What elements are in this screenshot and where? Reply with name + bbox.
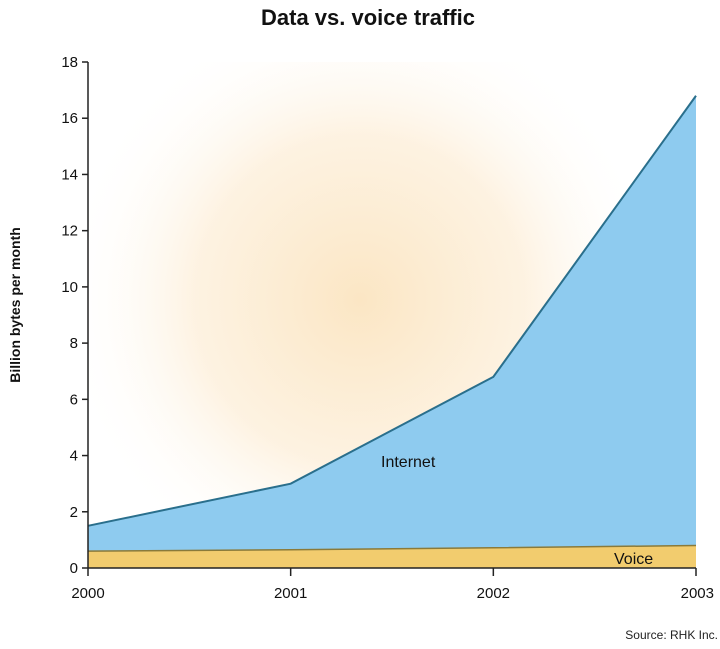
- line-internet: [87, 95, 697, 527]
- y-tick-label: 2: [70, 504, 78, 521]
- area-internet: [88, 95, 696, 552]
- y-tick-label: 6: [70, 391, 78, 408]
- x-tick-label: 2002: [477, 585, 510, 602]
- source-note: Source: RHK Inc.: [625, 628, 718, 642]
- y-tick-label: 4: [70, 448, 78, 465]
- x-tick-label: 2001: [274, 585, 307, 602]
- y-tick-label: 14: [61, 166, 78, 183]
- y-tick-label: 16: [61, 110, 78, 127]
- y-axis-label: Billion bytes per month: [7, 227, 23, 383]
- x-tick-label: 2003: [681, 585, 714, 602]
- y-tick-label: 0: [70, 560, 78, 577]
- chart-title: Data vs. voice traffic: [261, 5, 475, 30]
- area-voice: [88, 545, 696, 568]
- y-tick-label: 10: [61, 279, 78, 296]
- series-label-voice: Voice: [614, 551, 653, 568]
- series-label-internet: Internet: [381, 454, 436, 471]
- y-tick-label: 12: [61, 223, 78, 240]
- line-voice: [87, 544, 697, 552]
- x-tick-label: 2000: [71, 585, 104, 602]
- y-tick-label: 18: [61, 54, 78, 71]
- y-tick-label: 8: [70, 335, 78, 352]
